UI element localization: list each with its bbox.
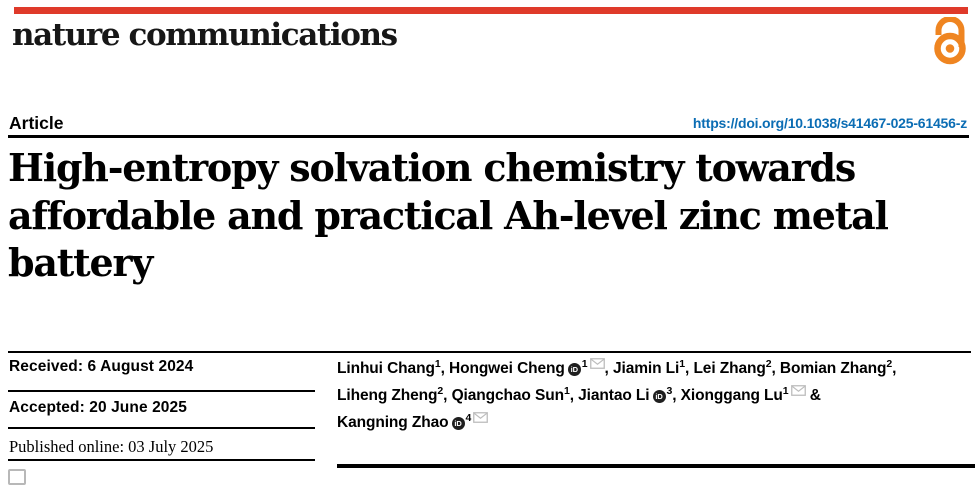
doi-link[interactable]: https://doi.org/10.1038/s41467-025-61456… bbox=[692, 115, 967, 131]
article-type-label: Article bbox=[9, 113, 64, 133]
divider bbox=[8, 390, 315, 393]
divider bbox=[8, 459, 315, 461]
title-line-2: affordable and practical Ah-level zinc m… bbox=[8, 192, 889, 238]
author-name: Kangning Zhao bbox=[337, 414, 449, 431]
author-name: Xionggang Lu bbox=[680, 387, 783, 404]
section-divider-rule bbox=[8, 351, 971, 354]
published-date: Published online: 03 July 2025 bbox=[9, 437, 214, 456]
orcid-icon[interactable]: iD bbox=[451, 417, 465, 430]
author-name: Bomian Zhang bbox=[779, 360, 887, 377]
affiliation-superscript: 4 bbox=[465, 412, 472, 424]
affiliation-superscript: 1 bbox=[782, 385, 789, 397]
open-access-icon bbox=[934, 17, 966, 65]
title-line-1: High-entropy solvation chemistry towards bbox=[8, 145, 856, 190]
affiliation-superscript: 2 bbox=[886, 358, 893, 370]
author-name: Qiangchao Sun bbox=[451, 387, 564, 404]
article-title: High-entropy solvation chemistry towards… bbox=[8, 144, 973, 287]
author-name: Jiamin Li bbox=[612, 360, 680, 377]
author-list: Linhui Chang1, Hongwei Cheng iD 1, Jiamin … bbox=[337, 358, 897, 431]
author-name: Liheng Zheng bbox=[337, 387, 438, 404]
title-line-3: battery bbox=[8, 240, 153, 285]
affiliation-superscript: 1 bbox=[679, 358, 686, 370]
divider bbox=[8, 427, 315, 430]
brand-red-bar bbox=[14, 7, 968, 14]
accepted-date: Accepted: 20 June 2025 bbox=[9, 399, 187, 416]
affiliation-superscript: 2 bbox=[437, 385, 444, 397]
author-name: Jiantao Li bbox=[578, 387, 650, 404]
author-name: Hongwei Cheng bbox=[448, 360, 565, 377]
affiliation-superscript: 2 bbox=[765, 358, 772, 370]
affiliation-superscript: 1 bbox=[434, 358, 441, 370]
envelope-icon[interactable] bbox=[790, 385, 806, 396]
journal-logo: nature communications bbox=[12, 17, 398, 53]
header-rule bbox=[8, 135, 969, 138]
received-date: Received: 6 August 2024 bbox=[9, 358, 194, 375]
orcid-icon[interactable]: iD bbox=[652, 390, 666, 403]
affiliation-superscript: 1 bbox=[563, 385, 570, 397]
check-for-updates-badge[interactable] bbox=[8, 469, 26, 485]
authors-bottom-rule bbox=[337, 464, 975, 468]
author-name: Lei Zhang bbox=[693, 360, 766, 377]
orcid-icon[interactable]: iD bbox=[567, 363, 581, 376]
affiliation-superscript: 1 bbox=[581, 358, 588, 370]
envelope-icon[interactable] bbox=[589, 358, 605, 369]
affiliation-superscript: 3 bbox=[666, 385, 673, 397]
envelope-icon[interactable] bbox=[473, 412, 489, 423]
author-name: Linhui Chang bbox=[337, 360, 435, 377]
